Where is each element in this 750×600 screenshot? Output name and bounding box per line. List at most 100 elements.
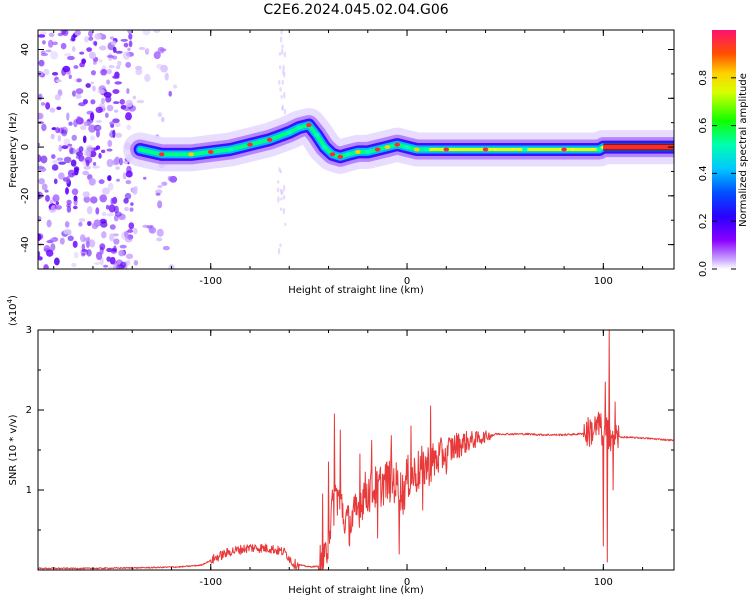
noise-blob — [120, 261, 127, 269]
noise-blob — [108, 65, 115, 69]
noise-blob — [146, 225, 153, 229]
colorbar: 0.0 0.2 0.4 0.6 0.8 Normalized spectral ampl… — [698, 30, 749, 277]
snr-series-line — [38, 330, 674, 570]
noise-blob — [112, 129, 116, 139]
noise-blob — [78, 218, 86, 223]
noise-blob — [86, 47, 93, 52]
noise-blob — [280, 197, 283, 201]
noise-blob — [64, 221, 70, 228]
noise-blob — [58, 144, 63, 152]
spectrogram-y-tick-label-0: -40 — [20, 236, 31, 252]
ridge-hotspot — [227, 147, 234, 152]
noise-blob — [70, 159, 77, 167]
snr-y-tick-label-1: 2 — [26, 405, 32, 416]
noise-blob — [127, 229, 134, 233]
noise-blob — [61, 145, 69, 150]
noise-blob — [106, 158, 114, 168]
noise-blob — [86, 206, 93, 215]
noise-blob — [98, 45, 107, 51]
noise-blob — [75, 93, 82, 99]
noise-blob — [78, 155, 85, 162]
noise-blob — [104, 112, 109, 118]
noise-blob — [153, 30, 161, 34]
noise-blob — [93, 41, 98, 47]
ridge-hotspot — [522, 147, 528, 152]
noise-blob — [81, 58, 87, 65]
noise-blob — [120, 104, 127, 110]
noise-blob — [111, 55, 118, 60]
noise-blob — [88, 36, 94, 41]
noise-blob — [155, 192, 161, 196]
ridge-hotspot — [384, 145, 391, 150]
noise-blob — [127, 30, 133, 35]
noise-blob — [100, 68, 108, 76]
noise-blob — [40, 50, 46, 55]
noise-blob — [282, 184, 286, 192]
noise-blob — [38, 142, 41, 147]
noise-blob — [68, 121, 73, 126]
noise-blob — [92, 165, 100, 169]
noise-blob — [38, 215, 42, 222]
noise-blob — [112, 118, 120, 124]
noise-blob — [89, 196, 98, 204]
noise-blob — [65, 187, 69, 195]
noise-blob — [40, 155, 48, 164]
noise-blob — [41, 123, 47, 132]
noise-blob — [78, 102, 86, 107]
noise-blob — [126, 259, 131, 266]
ridge-hotspot — [321, 145, 328, 150]
noise-blob — [278, 79, 281, 85]
noise-blob — [56, 106, 62, 110]
noise-blob — [72, 90, 76, 97]
ridge-hotspot — [158, 152, 165, 157]
snr-panel: -100 0 100 1 2 3 Height of straight line (km… — [6, 295, 675, 596]
noise-blob — [74, 30, 81, 36]
noise-blob — [71, 262, 77, 268]
noise-blob — [125, 112, 132, 121]
ridge-hotspot — [313, 132, 320, 137]
noise-blob — [281, 106, 284, 110]
noise-blob — [157, 46, 165, 54]
snr-scale-label: (x104) — [6, 295, 19, 326]
noise-blob — [101, 149, 106, 154]
noise-blob — [135, 65, 143, 70]
noise-blob — [52, 194, 60, 203]
chart-title: C2E6.2024.045.02.04.G06 — [263, 2, 448, 18]
snr-x-tick-label-0: -100 — [199, 577, 222, 588]
noise-blob — [114, 121, 121, 128]
noise-blob — [124, 230, 129, 238]
noise-blob — [145, 48, 150, 53]
noise-blob — [109, 36, 115, 40]
noise-blob — [109, 256, 116, 265]
noise-blob — [113, 262, 119, 269]
snr-x-axis: -100 0 100 — [53, 330, 644, 588]
snr-y-label: SNR (10 * v/v) — [8, 414, 19, 485]
spectrogram-y-tick-label-2: 0 — [20, 144, 31, 150]
noise-blob — [124, 192, 132, 200]
noise-blob — [51, 71, 59, 76]
noise-blob — [38, 93, 43, 101]
noise-blob — [113, 238, 120, 245]
noise-blob — [52, 41, 58, 46]
colorbar-tick-label-2: 0.4 — [698, 165, 709, 181]
noise-blob — [63, 229, 72, 235]
noise-blob — [52, 159, 60, 164]
colorbar-tick-label-3: 0.6 — [698, 118, 709, 134]
ridge-hotspot — [374, 147, 381, 152]
ridge-hotspot — [247, 142, 253, 147]
noise-blob — [115, 65, 121, 70]
noise-blob — [98, 59, 103, 63]
noise-blob — [122, 51, 130, 60]
noise-blob — [38, 59, 45, 67]
colorbar-gradient — [712, 30, 736, 269]
noise-blob — [81, 243, 86, 251]
noise-blob — [73, 65, 79, 69]
ridge-hotspot — [482, 147, 489, 152]
noise-blob — [107, 175, 112, 182]
noise-blob — [157, 112, 162, 118]
noise-blob — [161, 181, 168, 186]
noise-blob — [38, 154, 42, 163]
noise-blob — [276, 180, 280, 184]
noise-blob — [106, 79, 111, 85]
noise-blob — [277, 247, 281, 255]
